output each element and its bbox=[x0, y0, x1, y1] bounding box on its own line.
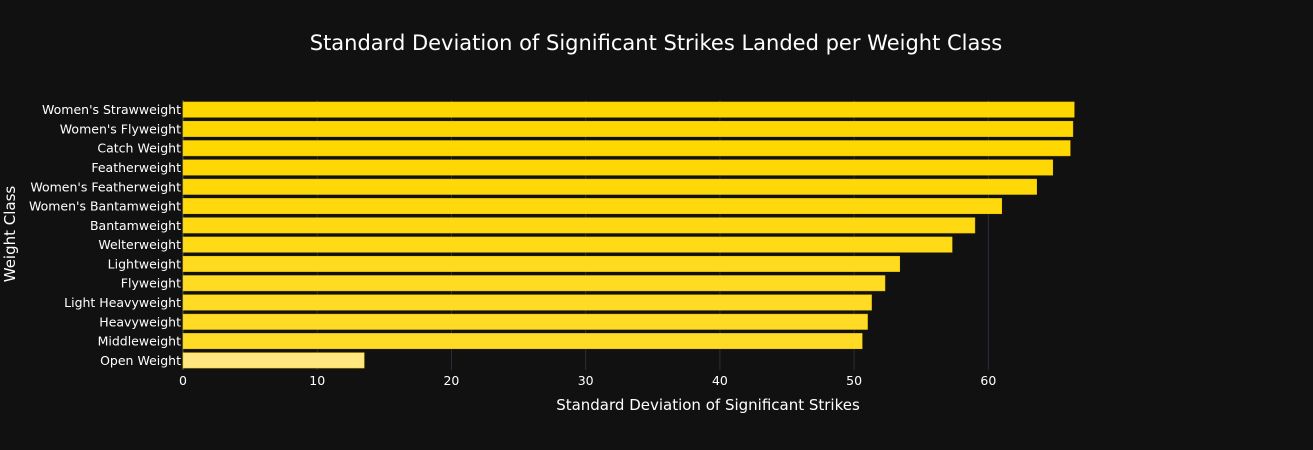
y-tick-label: Women's Strawweight bbox=[42, 102, 181, 117]
bar-lightweight[interactable] bbox=[182, 255, 901, 272]
bar-flyweight[interactable] bbox=[182, 275, 886, 292]
y-tick-label: Catch Weight bbox=[97, 141, 181, 156]
bar-middleweight[interactable] bbox=[182, 333, 863, 350]
bar-bantamweight[interactable] bbox=[182, 217, 976, 234]
x-tick-labels: 0 10 20 30 40 50 60 bbox=[179, 373, 996, 388]
y-tick-label: Bantamweight bbox=[90, 218, 181, 233]
y-tick-label: Open Weight bbox=[100, 353, 181, 368]
y-tick-label: Light Heavyweight bbox=[64, 295, 181, 310]
bars bbox=[182, 101, 1075, 369]
x-tick-label: 0 bbox=[179, 373, 187, 388]
x-tick-label: 50 bbox=[846, 373, 862, 388]
bar-welterweight[interactable] bbox=[182, 236, 953, 253]
bar-women-s-bantamweight[interactable] bbox=[182, 198, 1003, 215]
bar-light-heavyweight[interactable] bbox=[182, 294, 872, 311]
y-tick-labels: Women's Strawweight Women's Flyweight Catc… bbox=[29, 102, 181, 368]
y-tick-label: Welterweight bbox=[98, 237, 181, 252]
bar-women-s-strawweight[interactable] bbox=[182, 101, 1075, 118]
x-tick-label: 30 bbox=[578, 373, 594, 388]
y-tick-label: Flyweight bbox=[121, 276, 181, 291]
bar-open-weight[interactable] bbox=[182, 352, 365, 369]
y-tick-label: Heavyweight bbox=[99, 314, 181, 329]
x-tick-label: 10 bbox=[309, 373, 325, 388]
x-tick-label: 60 bbox=[980, 373, 996, 388]
y-tick-label: Featherweight bbox=[91, 160, 181, 175]
x-axis-title: Standard Deviation of Significant Strike… bbox=[556, 396, 860, 414]
y-axis-title: Weight Class bbox=[1, 186, 19, 283]
bar-catch-weight[interactable] bbox=[182, 140, 1071, 157]
y-tick-label: Women's Bantamweight bbox=[29, 199, 181, 214]
x-tick-label: 40 bbox=[712, 373, 728, 388]
y-tick-label: Lightweight bbox=[108, 256, 181, 271]
bar-women-s-flyweight[interactable] bbox=[182, 120, 1074, 137]
y-tick-label: Middleweight bbox=[98, 334, 182, 349]
chart-title: Standard Deviation of Significant Strike… bbox=[310, 31, 1003, 55]
x-tick-label: 20 bbox=[443, 373, 459, 388]
bar-featherweight[interactable] bbox=[182, 159, 1054, 176]
y-tick-label: Women's Flyweight bbox=[60, 121, 181, 136]
bar-heavyweight[interactable] bbox=[182, 313, 868, 330]
bar-women-s-featherweight[interactable] bbox=[182, 178, 1037, 195]
y-tick-label: Women's Featherweight bbox=[30, 179, 181, 194]
